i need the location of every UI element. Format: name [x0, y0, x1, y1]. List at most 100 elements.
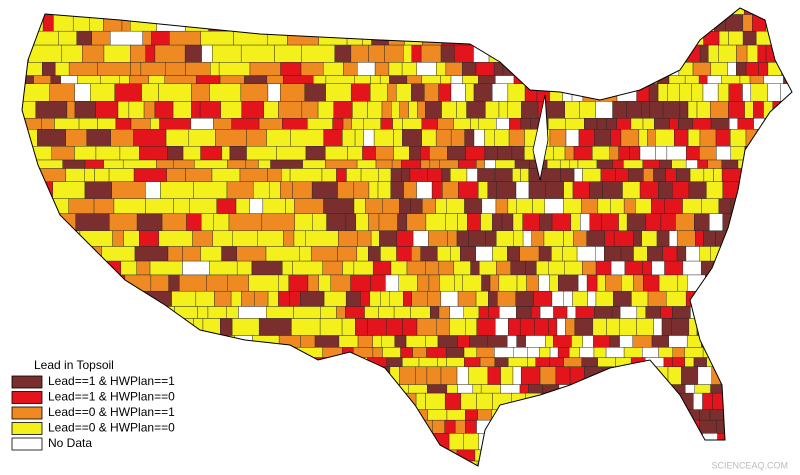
- county: [782, 260, 792, 276]
- county: [645, 306, 661, 319]
- county: [22, 168, 25, 182]
- county: [249, 62, 281, 76]
- county: [610, 198, 625, 214]
- county: [702, 433, 718, 451]
- county: [609, 8, 627, 15]
- county: [539, 347, 551, 358]
- county: [589, 213, 602, 232]
- county: [460, 246, 476, 262]
- county: [190, 118, 214, 130]
- county: [454, 419, 466, 434]
- county: [297, 409, 321, 421]
- county: [753, 118, 765, 130]
- county: [544, 198, 564, 214]
- county: [184, 347, 219, 358]
- county: [305, 230, 339, 247]
- county: [629, 471, 641, 475]
- county: [65, 129, 88, 147]
- county: [75, 213, 110, 232]
- county: [61, 44, 83, 63]
- county: [380, 246, 397, 262]
- county: [251, 260, 283, 276]
- county: [619, 335, 633, 348]
- county: [114, 347, 149, 358]
- county: [676, 230, 696, 247]
- county: [760, 129, 775, 147]
- county: [299, 246, 312, 262]
- county: [587, 290, 597, 307]
- county: [162, 318, 194, 336]
- county: [697, 159, 708, 169]
- county: [406, 14, 416, 32]
- county: [240, 83, 269, 102]
- county: [283, 392, 315, 410]
- county: [320, 306, 337, 319]
- county: [32, 168, 66, 182]
- county: [662, 246, 678, 262]
- county: [589, 384, 610, 394]
- county: [226, 181, 254, 199]
- county: [610, 260, 626, 276]
- county: [220, 101, 242, 119]
- county: [25, 30, 59, 46]
- county: [626, 8, 642, 15]
- county: [36, 347, 70, 358]
- county: [405, 419, 425, 434]
- county: [675, 449, 687, 462]
- county: [427, 168, 443, 182]
- county: [605, 347, 625, 358]
- county: [612, 159, 624, 169]
- county: [688, 181, 707, 199]
- county: [371, 384, 382, 394]
- county: [739, 246, 756, 262]
- county: [702, 83, 719, 102]
- county: [790, 230, 792, 247]
- county: [312, 213, 327, 232]
- county: [789, 213, 792, 232]
- county: [552, 392, 570, 410]
- county: [510, 8, 531, 15]
- county: [511, 419, 527, 434]
- county: [193, 318, 204, 336]
- county: [85, 8, 117, 15]
- county: [236, 246, 267, 262]
- county: [59, 8, 86, 15]
- county: [314, 14, 341, 32]
- county: [681, 14, 699, 32]
- county: [794, 31, 800, 45]
- county: [772, 213, 790, 232]
- county: [265, 347, 292, 358]
- county: [204, 357, 224, 368]
- county: [216, 392, 239, 410]
- county: [158, 230, 193, 247]
- county: [245, 159, 259, 169]
- county: [582, 44, 598, 63]
- county: [450, 83, 466, 102]
- county: [196, 471, 215, 475]
- county: [334, 433, 349, 451]
- county: [371, 30, 389, 46]
- county: [246, 129, 267, 147]
- county: [756, 335, 774, 348]
- county: [781, 392, 792, 410]
- county: [698, 75, 708, 84]
- county: [708, 306, 721, 319]
- county: [763, 366, 776, 385]
- county: [10, 461, 20, 471]
- county: [474, 471, 483, 475]
- county: [624, 260, 643, 276]
- county: [755, 30, 777, 46]
- county: [734, 419, 755, 434]
- county: [718, 44, 737, 63]
- county: [581, 357, 598, 368]
- county: [201, 213, 214, 232]
- county: [370, 230, 380, 247]
- county: [345, 290, 361, 307]
- county: [370, 274, 386, 292]
- county: [747, 159, 763, 169]
- county: [366, 318, 387, 336]
- county: [569, 159, 579, 169]
- county: [410, 306, 431, 319]
- county: [548, 260, 565, 276]
- county: [195, 409, 218, 421]
